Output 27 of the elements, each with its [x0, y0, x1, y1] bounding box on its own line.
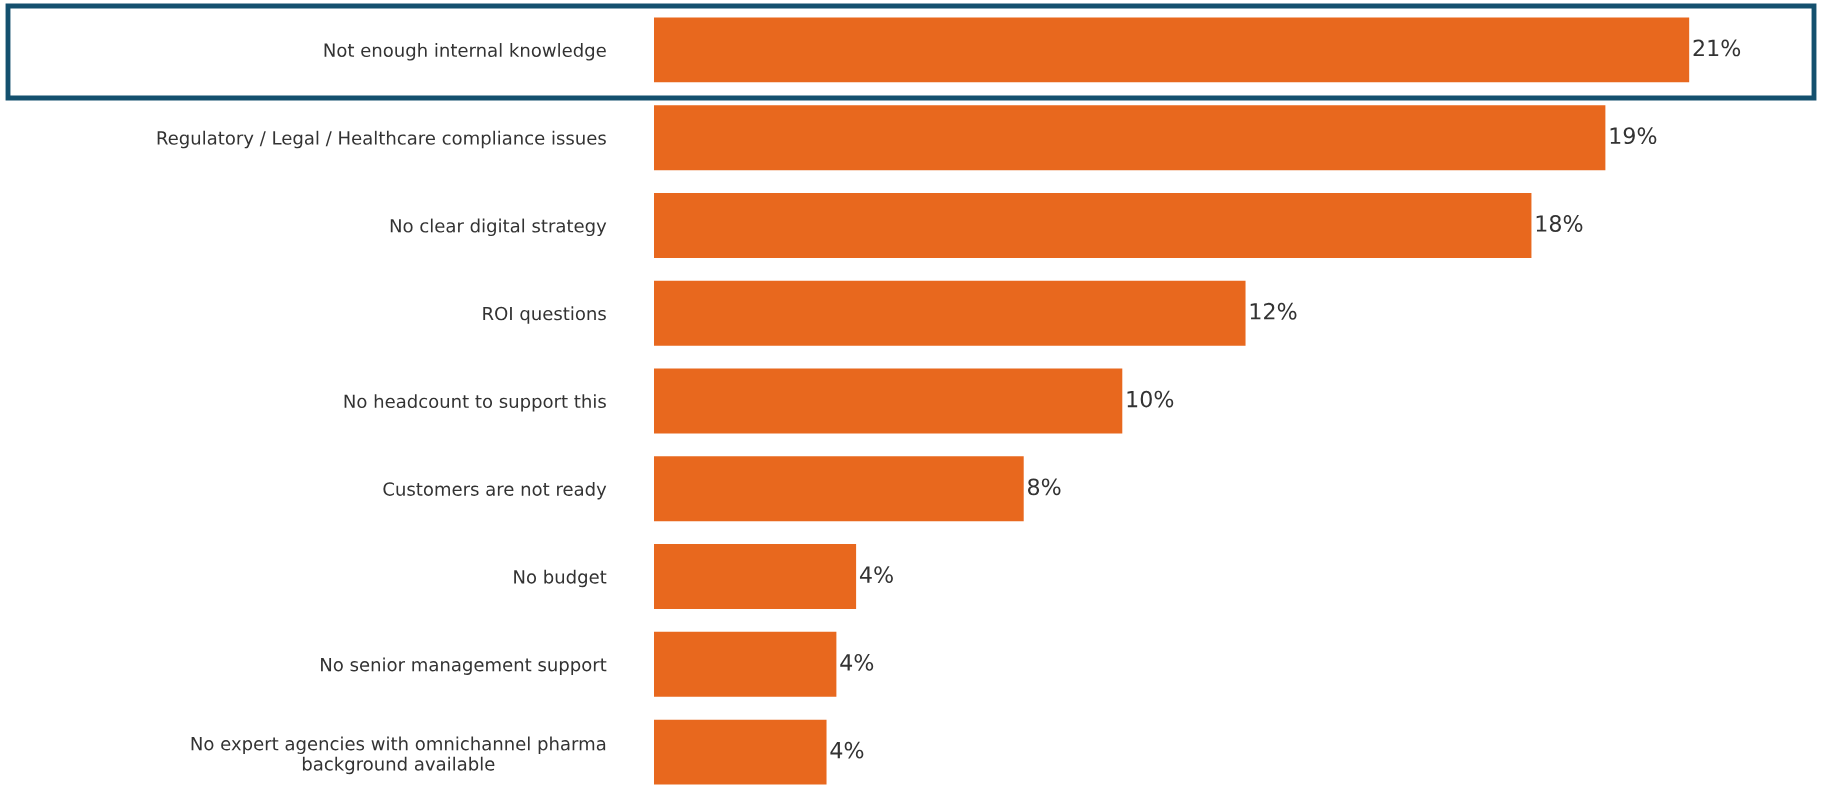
data-label: 18% — [1536, 215, 1583, 232]
data-label: 4% — [859, 566, 893, 583]
data-label: 4% — [830, 741, 864, 759]
bar — [654, 456, 1024, 522]
data-label: 21% — [1693, 39, 1741, 57]
bar — [654, 368, 1123, 434]
y-tick-label: ROI questions — [483, 306, 606, 324]
data-label: 10% — [1127, 390, 1174, 408]
data-label: 4% — [840, 653, 874, 671]
y-tick-label: No budget — [514, 569, 607, 588]
y-tick-label: Customers are not ready — [383, 481, 607, 500]
y-tick-label: No expert agencies with omnichannel pharma background available — [191, 736, 606, 775]
bar — [654, 544, 857, 610]
y-tick-label: Regulatory / Legal / Healthcare compliance issues — [157, 130, 606, 149]
bar — [654, 719, 827, 785]
bar — [654, 105, 1606, 171]
bar — [654, 192, 1532, 258]
bar — [654, 280, 1246, 346]
y-tick-label: No clear digital strategy — [390, 218, 607, 237]
bar — [654, 17, 1690, 83]
y-tick-label: No senior management support — [321, 657, 607, 675]
y-tick-label: Not enough internal knowledge — [324, 43, 606, 61]
bar — [654, 631, 837, 697]
data-label: 19% — [1610, 127, 1657, 145]
data-label: 8% — [1027, 478, 1061, 496]
y-tick-label: No headcount to support this — [344, 394, 606, 412]
data-label: 12% — [1250, 302, 1297, 320]
